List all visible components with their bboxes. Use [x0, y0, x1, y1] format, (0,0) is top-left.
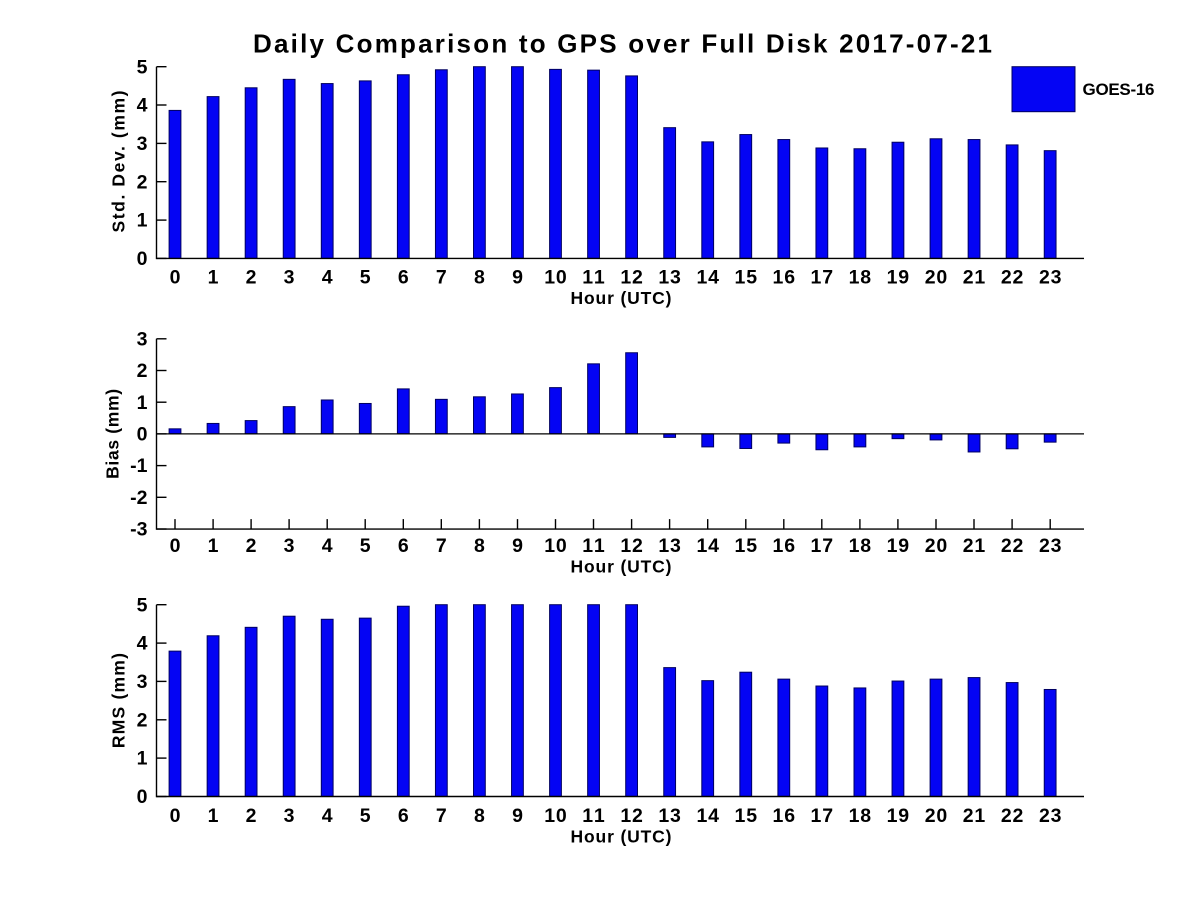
svg-text:1: 1: [137, 210, 148, 232]
svg-text:13: 13: [658, 805, 681, 827]
svg-text:9: 9: [512, 266, 523, 288]
svg-text:17: 17: [811, 266, 834, 288]
svg-text:8: 8: [474, 535, 485, 557]
svg-text:2: 2: [246, 805, 257, 827]
svg-text:1: 1: [208, 535, 219, 557]
svg-text:15: 15: [735, 266, 758, 288]
svg-text:3: 3: [137, 671, 148, 693]
svg-text:13: 13: [658, 535, 681, 557]
svg-text:19: 19: [887, 266, 910, 288]
svg-text:21: 21: [963, 535, 986, 557]
svg-text:10: 10: [544, 535, 567, 557]
svg-text:4: 4: [137, 633, 148, 655]
svg-text:12: 12: [620, 805, 643, 827]
svg-text:3: 3: [284, 805, 295, 827]
svg-text:4: 4: [322, 535, 333, 557]
svg-text:17: 17: [811, 535, 834, 557]
svg-text:0: 0: [137, 424, 148, 446]
svg-text:2: 2: [246, 535, 257, 557]
svg-text:11: 11: [582, 805, 605, 827]
svg-text:0: 0: [137, 786, 148, 808]
svg-text:9: 9: [512, 805, 523, 827]
svg-text:8: 8: [474, 805, 485, 827]
svg-text:3: 3: [284, 266, 295, 288]
svg-text:7: 7: [436, 535, 447, 557]
svg-text:6: 6: [398, 805, 409, 827]
svg-text:21: 21: [963, 805, 986, 827]
svg-text:15: 15: [735, 535, 758, 557]
svg-text:RMS (mm): RMS (mm): [109, 653, 129, 748]
svg-text:Daily Comparison to GPS over F: Daily Comparison to GPS over Full Disk 2…: [253, 29, 992, 59]
svg-text:0: 0: [170, 535, 181, 557]
svg-text:3: 3: [137, 328, 148, 350]
svg-text:GOES-16: GOES-16: [1083, 80, 1155, 99]
svg-text:19: 19: [887, 805, 910, 827]
svg-text:23: 23: [1039, 805, 1062, 827]
svg-text:20: 20: [925, 805, 948, 827]
svg-text:7: 7: [436, 266, 447, 288]
svg-text:Std. Dev. (mm): Std. Dev. (mm): [109, 91, 129, 233]
svg-text:22: 22: [1001, 266, 1024, 288]
svg-text:5: 5: [360, 266, 371, 288]
svg-text:1: 1: [208, 266, 219, 288]
svg-text:23: 23: [1039, 266, 1062, 288]
svg-text:Hour (UTC): Hour (UTC): [571, 288, 672, 308]
svg-text:2: 2: [246, 266, 257, 288]
svg-text:-1: -1: [130, 455, 147, 477]
svg-text:10: 10: [544, 805, 567, 827]
svg-text:14: 14: [696, 535, 719, 557]
svg-text:23: 23: [1039, 535, 1062, 557]
svg-text:12: 12: [620, 535, 643, 557]
svg-text:18: 18: [849, 266, 872, 288]
svg-text:5: 5: [137, 56, 148, 78]
svg-text:15: 15: [735, 805, 758, 827]
svg-text:1: 1: [208, 805, 219, 827]
svg-text:19: 19: [887, 535, 910, 557]
svg-text:18: 18: [849, 535, 872, 557]
svg-text:14: 14: [696, 805, 719, 827]
svg-text:16: 16: [773, 266, 796, 288]
svg-text:6: 6: [398, 266, 409, 288]
svg-text:11: 11: [582, 535, 605, 557]
svg-text:4: 4: [322, 805, 333, 827]
svg-text:Hour (UTC): Hour (UTC): [571, 826, 672, 846]
svg-text:3: 3: [137, 133, 148, 155]
svg-text:2: 2: [137, 360, 148, 382]
svg-text:5: 5: [360, 535, 371, 557]
svg-text:5: 5: [137, 594, 148, 616]
svg-text:Hour (UTC): Hour (UTC): [571, 556, 672, 576]
svg-text:18: 18: [849, 805, 872, 827]
svg-text:4: 4: [137, 95, 148, 117]
svg-text:8: 8: [474, 266, 485, 288]
svg-text:1: 1: [137, 748, 148, 770]
svg-text:20: 20: [925, 535, 948, 557]
svg-text:4: 4: [322, 266, 333, 288]
svg-text:12: 12: [620, 266, 643, 288]
svg-text:7: 7: [436, 805, 447, 827]
svg-text:5: 5: [360, 805, 371, 827]
svg-text:10: 10: [544, 266, 567, 288]
svg-text:6: 6: [398, 535, 409, 557]
svg-text:17: 17: [811, 805, 834, 827]
svg-text:21: 21: [963, 266, 986, 288]
svg-text:22: 22: [1001, 535, 1024, 557]
svg-text:14: 14: [696, 266, 719, 288]
svg-text:1: 1: [137, 392, 148, 414]
svg-text:-2: -2: [130, 487, 147, 509]
svg-text:22: 22: [1001, 805, 1024, 827]
svg-text:3: 3: [284, 535, 295, 557]
svg-text:Bias (mm): Bias (mm): [103, 389, 123, 479]
svg-text:16: 16: [773, 805, 796, 827]
svg-text:13: 13: [658, 266, 681, 288]
svg-text:16: 16: [773, 535, 796, 557]
svg-text:9: 9: [512, 535, 523, 557]
svg-text:0: 0: [170, 266, 181, 288]
svg-text:0: 0: [137, 248, 148, 270]
svg-text:20: 20: [925, 266, 948, 288]
svg-text:2: 2: [137, 171, 148, 193]
svg-text:-3: -3: [130, 519, 147, 541]
svg-text:2: 2: [137, 709, 148, 731]
svg-text:0: 0: [170, 805, 181, 827]
svg-text:11: 11: [582, 266, 605, 288]
